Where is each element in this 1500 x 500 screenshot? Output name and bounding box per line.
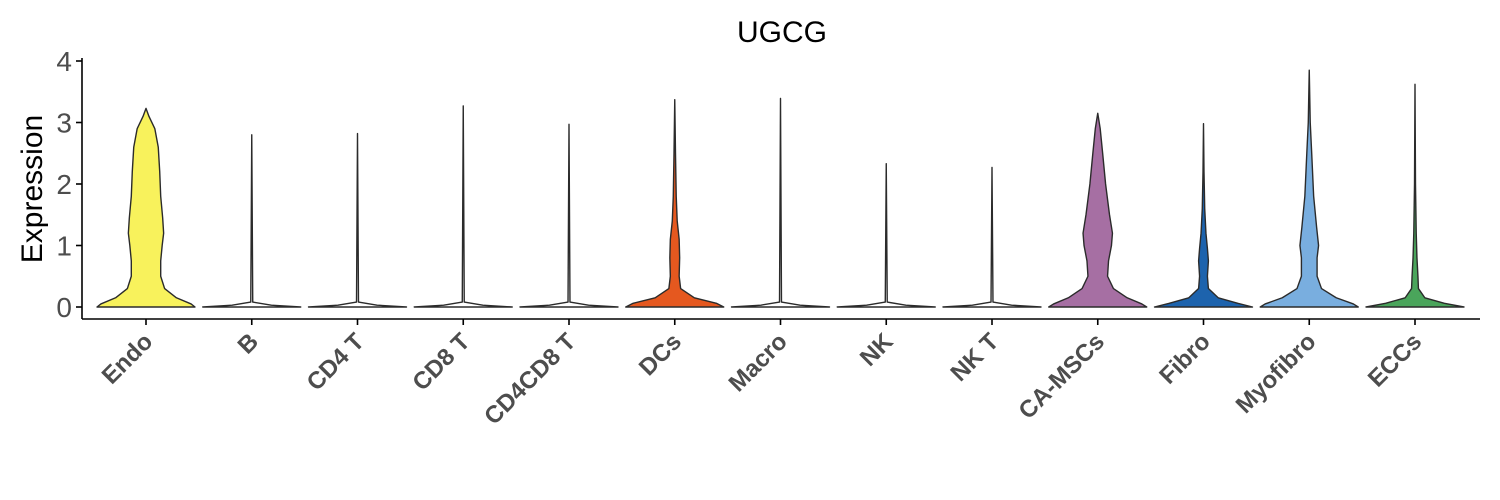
chart-title: UGCG: [737, 16, 827, 49]
violin-eccs: [1365, 83, 1465, 308]
x-tick-label: DCs: [634, 328, 687, 381]
x-tick-label: Macro: [724, 328, 793, 397]
violin-nk-t: [942, 166, 1042, 308]
violin-endo: [96, 107, 196, 308]
violin-cd4cd8-t: [519, 123, 619, 308]
x-tick-label: CA-MSCs: [1014, 328, 1110, 424]
y-tick-label: 0: [56, 292, 72, 323]
violin-cd8-t: [413, 105, 513, 308]
y-tick-label: 4: [56, 46, 72, 77]
violin-myofibro: [1259, 69, 1359, 308]
x-tick-label: Endo: [97, 328, 159, 390]
violin-dcs: [625, 99, 725, 308]
x-tick-label: NK: [855, 328, 899, 372]
x-tick-label: NK T: [946, 328, 1005, 387]
y-tick-label: 1: [56, 231, 72, 262]
violin-cd4-t: [307, 132, 408, 308]
x-tick-label: CD4CD8 T: [479, 328, 581, 430]
x-tick-label: CD4 T: [302, 328, 370, 396]
violin-fibro: [1153, 123, 1254, 308]
x-tick-label: B: [233, 328, 264, 359]
x-tick-label: CD8 T: [407, 328, 475, 396]
violin-ca-mscs: [1048, 112, 1148, 308]
plot-area: 0 1 2 3 4 Endo B CD4 T CD8 T CD4CD8 T DCs Macro NK NK…: [56, 46, 1480, 430]
x-tick-label: ECCs: [1363, 328, 1427, 392]
y-tick-label: 2: [56, 169, 72, 200]
x-tick-label: Myofibro: [1231, 328, 1322, 419]
violin-b: [202, 134, 302, 308]
x-tick-label: Fibro: [1154, 328, 1216, 390]
violin-macro: [730, 97, 831, 308]
y-axis-title: Expression: [16, 115, 49, 263]
y-tick-label: 3: [56, 108, 72, 139]
violin-nk: [836, 163, 936, 308]
